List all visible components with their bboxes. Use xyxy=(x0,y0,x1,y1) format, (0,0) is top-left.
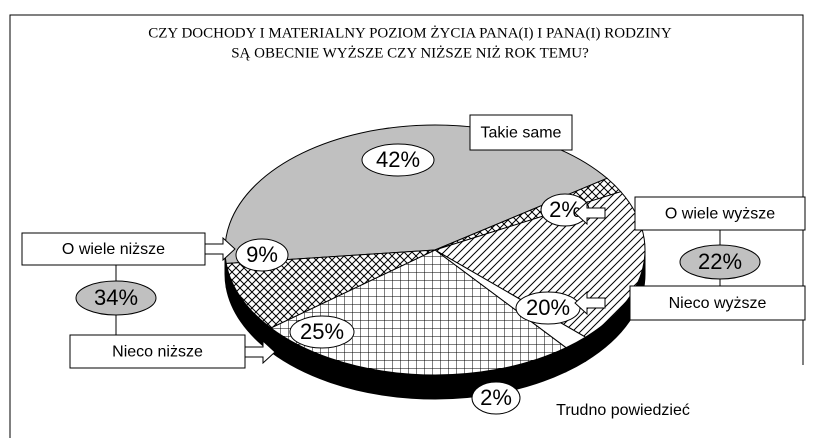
category-label: O wiele niższe xyxy=(62,241,165,258)
value-label: 42% xyxy=(376,147,420,172)
value-label-bg xyxy=(289,315,355,349)
value-label-bg xyxy=(235,238,289,272)
group-total-bg xyxy=(75,280,157,316)
value-label: 9% xyxy=(246,242,278,267)
callout-arrow xyxy=(204,236,236,262)
value-label: 2% xyxy=(549,197,581,222)
value-label: 2% xyxy=(480,385,512,410)
frame xyxy=(9,14,804,438)
category-label: Trudno powiedzieć xyxy=(556,402,690,419)
pie-slice xyxy=(225,249,436,329)
value-label: 25% xyxy=(300,319,344,344)
label-box xyxy=(69,334,246,369)
chart-title: SĄ OBECNIE WYŻSZE CZY NIŻSZE NIŻ ROK TEM… xyxy=(231,45,589,61)
category-label: Nieco niższe xyxy=(112,344,203,361)
group-total: 34% xyxy=(94,285,138,310)
category-label: Takie same xyxy=(481,125,562,142)
category-label: Nieco wyższe xyxy=(669,295,767,312)
group-total-bg xyxy=(679,244,761,280)
category-label: O wiele wyższe xyxy=(665,206,775,223)
label-box xyxy=(629,285,806,321)
label-box xyxy=(469,114,573,151)
value-label-bg xyxy=(471,381,521,415)
callout-arrow xyxy=(244,339,276,365)
group-total: 22% xyxy=(698,249,742,274)
value-label-bg xyxy=(361,143,435,177)
callout-arrow xyxy=(574,200,606,226)
label-box xyxy=(634,196,806,231)
value-label: 20% xyxy=(526,295,570,320)
callout-arrow xyxy=(574,290,606,316)
chart-title: CZY DOCHODY I MATERIALNY POZIOM ŻYCIA PA… xyxy=(148,25,672,41)
